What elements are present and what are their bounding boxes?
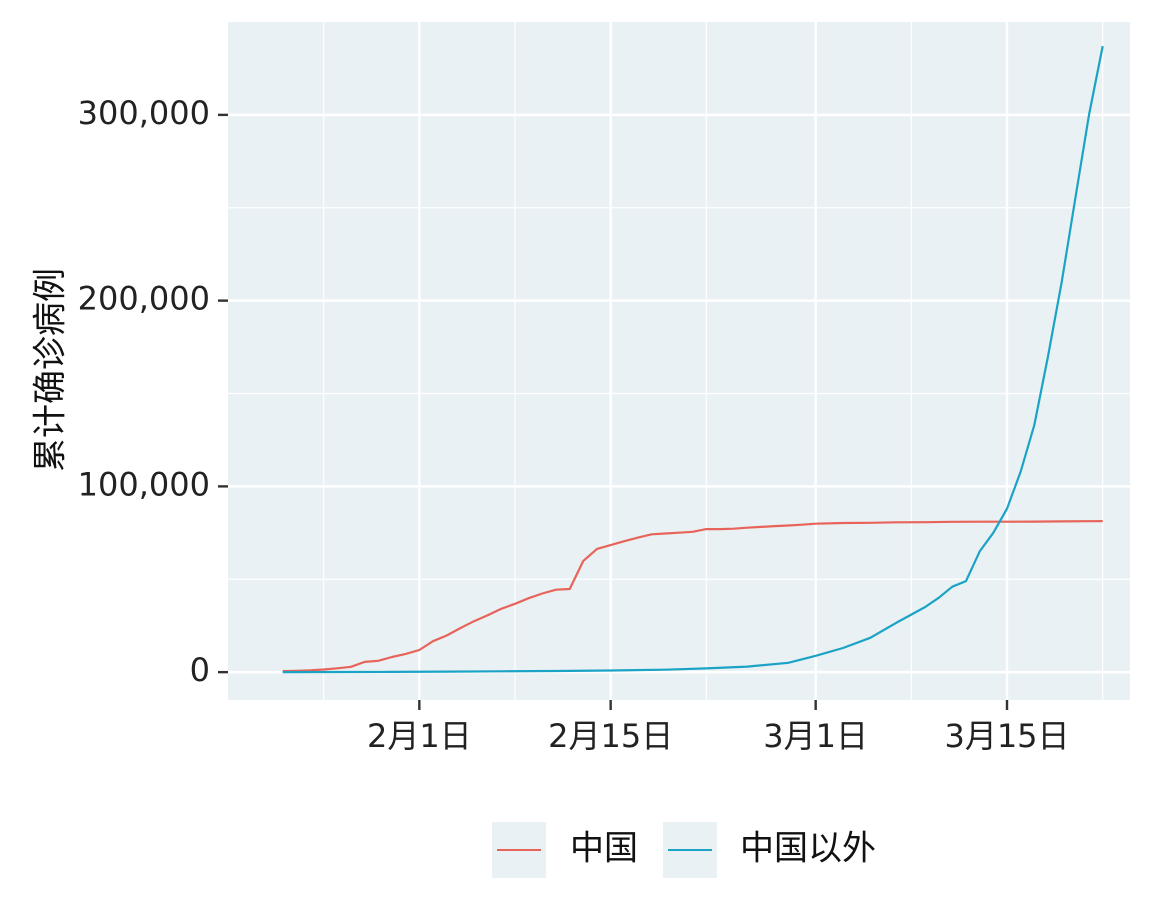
legend: 中国 中国以外 [492, 822, 876, 878]
y-tick-label: 100,000 [78, 465, 210, 503]
x-axis: 2月1日 2月15日 3月1日 3月15日 [367, 700, 1070, 755]
x-tick-label: 3月15日 [944, 717, 1069, 755]
y-axis: 0 100,000 200,000 300,000 [78, 94, 228, 689]
series-lines [282, 45, 1104, 674]
x-tick-label: 2月15日 [548, 717, 673, 755]
legend-label-china: 中国 [570, 829, 638, 869]
x-tick-label: 2月1日 [367, 717, 472, 755]
x-tick-label: 3月1日 [763, 717, 868, 755]
y-tick-label: 0 [190, 651, 210, 689]
legend-label-outside: 中国以外 [740, 829, 876, 869]
grid-major [228, 22, 1130, 700]
y-axis-title: 累计确诊病例 [31, 268, 71, 472]
plot-panel [228, 22, 1130, 700]
y-tick-label: 200,000 [78, 280, 210, 318]
y-tick-label: 300,000 [78, 94, 210, 132]
series-line-outside [282, 45, 1104, 674]
grid-minor [228, 22, 1130, 700]
series-line-china [282, 520, 1103, 673]
